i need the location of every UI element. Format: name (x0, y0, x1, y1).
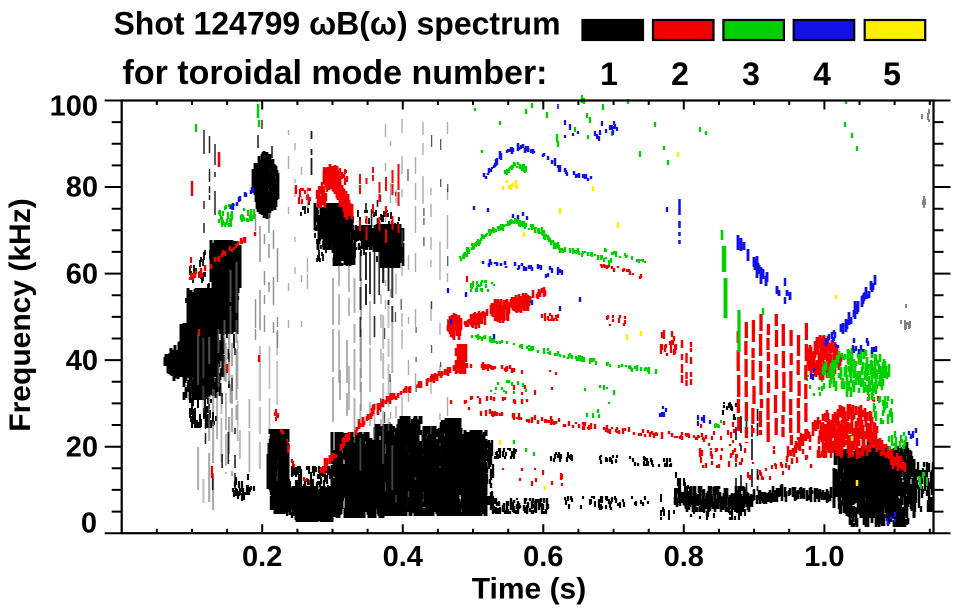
svg-text:0.6: 0.6 (523, 541, 563, 573)
svg-text:60: 60 (66, 258, 98, 290)
svg-text:40: 40 (66, 345, 98, 377)
svg-text:Shot 124799 ωB(ω) spectrum: Shot 124799 ωB(ω) spectrum (113, 5, 560, 41)
svg-text:0.2: 0.2 (242, 541, 282, 573)
svg-text:80: 80 (66, 172, 98, 204)
svg-text:Frequency (kHz): Frequency (kHz) (4, 198, 37, 431)
svg-text:0: 0 (81, 508, 97, 540)
svg-text:4: 4 (813, 56, 831, 92)
svg-text:1: 1 (600, 56, 618, 92)
svg-text:0.8: 0.8 (664, 541, 704, 573)
svg-text:1.0: 1.0 (804, 541, 844, 573)
svg-text:Time (s): Time (s) (472, 573, 586, 606)
svg-text:5: 5 (883, 56, 901, 92)
svg-text:3: 3 (742, 56, 760, 92)
svg-text:2: 2 (671, 56, 689, 92)
svg-text:0.4: 0.4 (383, 541, 423, 573)
svg-text:100: 100 (50, 91, 98, 123)
svg-text:20: 20 (66, 431, 98, 463)
svg-text:for toroidal mode number:: for toroidal mode number: (123, 54, 548, 92)
